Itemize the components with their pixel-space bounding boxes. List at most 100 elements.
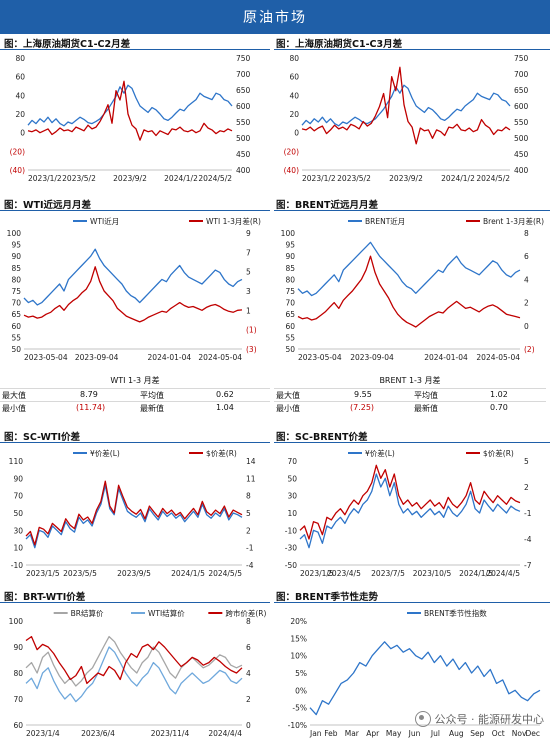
legend-label: BRENT季节性指数 bbox=[424, 608, 487, 618]
y-left-tick-label: 30 bbox=[13, 526, 23, 535]
series-line-1 bbox=[25, 635, 243, 687]
y-left-tick-label: (40) bbox=[10, 166, 25, 175]
x-tick-label: 2023/5/5 bbox=[63, 569, 97, 578]
y-left-tick-label: 75 bbox=[11, 287, 21, 296]
y-right-tick-label: 700 bbox=[514, 70, 529, 79]
stat-value: 0.70 bbox=[490, 403, 508, 412]
x-tick-label: 2023/4/5 bbox=[327, 569, 361, 578]
stat-value: (7.25) bbox=[350, 403, 375, 412]
x-tick-label: May bbox=[386, 729, 402, 738]
watermark-text: 公众号 · 能源研发中心 bbox=[434, 713, 545, 726]
watermark: 公众号 · 能源研发中心 bbox=[414, 711, 545, 727]
section-title-8: 图：BRENT季节性走势 bbox=[276, 592, 378, 603]
legend-label: Brent 1-3月差(R) bbox=[483, 216, 544, 226]
y-right-tick-label: (3) bbox=[246, 345, 257, 354]
series-line-2 bbox=[299, 464, 521, 540]
series-line-1 bbox=[25, 484, 243, 549]
y-right-tick-label: -1 bbox=[524, 509, 532, 518]
x-tick-label: 2023/5/2 bbox=[62, 174, 96, 183]
chart-brent-spread: 100 95 90 85 80 75 70 65 60 55 50 8 6 4 2 0 (2) 2023-05-0… bbox=[281, 216, 544, 362]
x-tick-label: 2024/5/2 bbox=[476, 174, 510, 183]
x-tick-label: 2023/11/4 bbox=[151, 729, 190, 738]
stat-value: 1.02 bbox=[490, 390, 508, 399]
x-tick-label: Jun bbox=[408, 729, 421, 738]
y-right-tick-label: 4 bbox=[524, 275, 529, 284]
x-tick-label: 2023/9/2 bbox=[389, 174, 423, 183]
y-right-tick-label: 2 bbox=[524, 483, 529, 492]
x-tick-label: 2024/1/5 bbox=[171, 569, 205, 578]
x-tick-label: 2024-05-04 bbox=[198, 353, 242, 362]
y-right-tick-label: 600 bbox=[236, 102, 251, 111]
series-line-1 bbox=[299, 473, 521, 549]
y-left-tick-label: 90 bbox=[285, 252, 295, 261]
y-right-tick-label: (1) bbox=[246, 326, 257, 335]
series-line-1 bbox=[297, 241, 521, 297]
y-left-tick-label: 80 bbox=[11, 275, 21, 284]
y-right-tick-label: 400 bbox=[236, 166, 251, 175]
x-tick-label: 2023-09-04 bbox=[75, 353, 119, 362]
divider bbox=[274, 210, 550, 211]
y-left-tick-label: 85 bbox=[285, 264, 295, 273]
y-left-tick-label: 55 bbox=[285, 333, 295, 342]
section-title-4: 图：BRENT近远月月差 bbox=[276, 200, 378, 211]
x-tick-label: 2023/9/5 bbox=[117, 569, 151, 578]
y-right-tick-label: 450 bbox=[514, 150, 529, 159]
y-left-tick-label: 80 bbox=[285, 275, 295, 284]
y-left-tick-label: 90 bbox=[13, 474, 23, 483]
wechat-icon bbox=[414, 711, 431, 727]
y-left-tick-label: 100 bbox=[281, 229, 296, 238]
y-left-tick-label: 95 bbox=[11, 241, 21, 250]
chart-sc-c1-c3: 80 60 40 20 0 (20) (40) 750 700 650 600 550 500 450 40… bbox=[284, 54, 529, 183]
y-right-tick-label: -4 bbox=[524, 535, 532, 544]
y-left-tick-label: 40 bbox=[15, 91, 25, 100]
y-left-tick-label: 0 bbox=[20, 129, 25, 138]
y-right-tick-label: 8 bbox=[524, 229, 529, 238]
stat-label: 平均值 bbox=[414, 391, 438, 400]
y-left-tick-label: -50 bbox=[285, 561, 297, 570]
y-right-tick-label: 6 bbox=[246, 643, 251, 652]
chart-sc-c1-c2: 80 60 40 20 0 (20) (40) 750 700 650 600 550 500 450 40… bbox=[10, 54, 251, 183]
x-tick-label: Mar bbox=[345, 729, 360, 738]
y-right-tick-label: 5 bbox=[246, 268, 251, 277]
y-left-tick-label: 50 bbox=[287, 474, 297, 483]
chart-wti-spread: 1009590858075706560555097531(1)(3)2023-0… bbox=[7, 216, 261, 362]
y-right-tick-label: 6 bbox=[524, 252, 529, 261]
x-tick-label: 2023/1/2 bbox=[28, 174, 62, 183]
x-tick-label: 2023/1/5 bbox=[26, 569, 60, 578]
x-tick-label: Aug bbox=[449, 729, 464, 738]
y-right-tick-label: 11 bbox=[246, 474, 256, 483]
x-tick-label: 2023/7/5 bbox=[371, 569, 405, 578]
y-right-tick-label: 400 bbox=[514, 166, 529, 175]
y-left-tick-label: 20 bbox=[15, 110, 25, 119]
section-title-7: 图：BRT-WTI价差 bbox=[4, 592, 86, 603]
legend-label: ¥价差(L) bbox=[90, 448, 120, 458]
divider bbox=[0, 210, 270, 211]
y-left-tick-label: 0% bbox=[295, 686, 307, 695]
legend-label: WTI近月 bbox=[90, 216, 119, 226]
x-tick-label: Jul bbox=[430, 729, 440, 738]
y-right-tick-label: 1 bbox=[246, 306, 251, 315]
legend-label: BR结算价 bbox=[71, 608, 104, 618]
legend-label: 跨市价差(R) bbox=[225, 608, 266, 618]
stat-label: 最大值 bbox=[276, 391, 300, 400]
y-left-tick-label: -10 bbox=[11, 561, 23, 570]
section-title-5: 图：SC-WTI价差 bbox=[4, 432, 81, 443]
y-right-tick-label: 5 bbox=[524, 457, 529, 466]
y-left-tick-label: -5% bbox=[292, 704, 307, 713]
y-right-tick-label: 2 bbox=[246, 695, 251, 704]
series-line-2 bbox=[25, 646, 243, 703]
y-left-tick-label: 80 bbox=[15, 54, 25, 63]
y-right-tick-label: 0 bbox=[246, 721, 251, 730]
x-tick-label: 2023/9/2 bbox=[113, 174, 147, 183]
stats-wti: WTI 1-3 月差 最大值 8.79 平均值 0.62 最小值 (11.74)… bbox=[0, 375, 270, 425]
x-tick-label: 2024-01-04 bbox=[424, 353, 468, 362]
x-tick-label: 2023/6/4 bbox=[81, 729, 115, 738]
stat-value: 9.55 bbox=[354, 390, 372, 399]
x-tick-label: 2024/1/2 bbox=[441, 174, 475, 183]
divider bbox=[274, 49, 550, 50]
x-tick-label: 2023/5/2 bbox=[337, 174, 371, 183]
stat-label: 平均值 bbox=[140, 391, 164, 400]
y-right-tick-label: 500 bbox=[514, 134, 529, 143]
y-left-tick-label: 10 bbox=[287, 509, 297, 518]
